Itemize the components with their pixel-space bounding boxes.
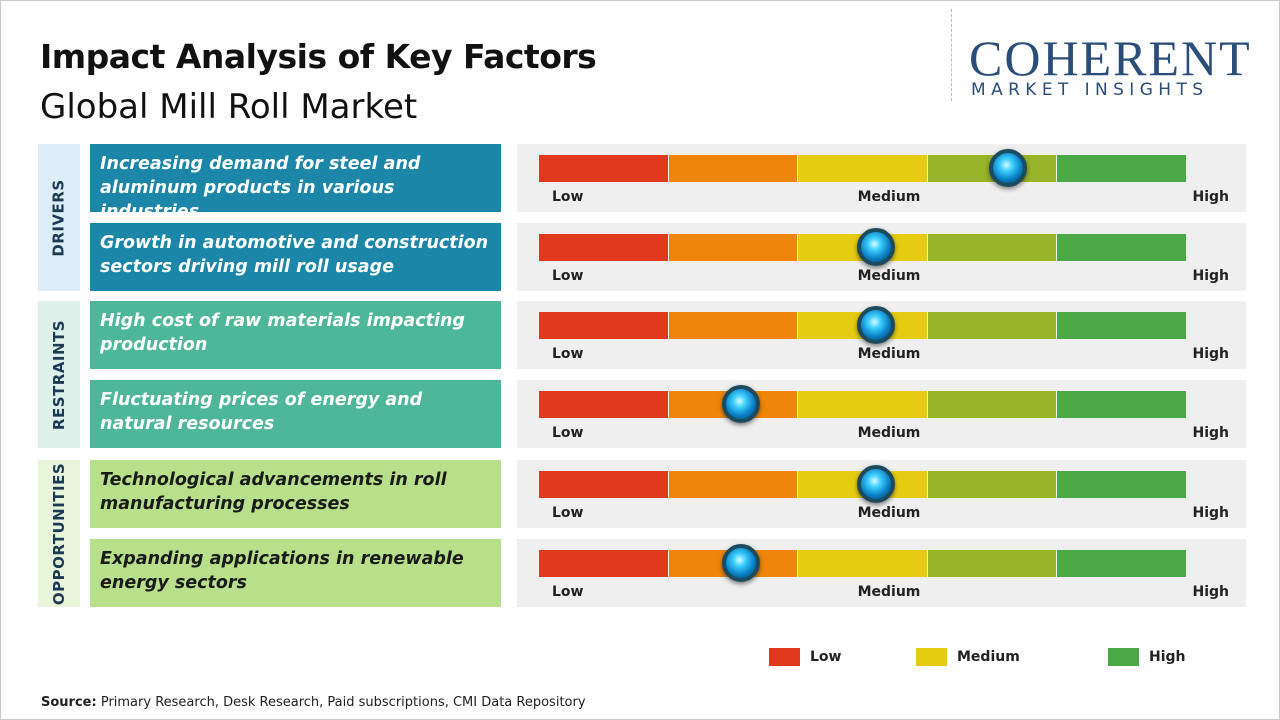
scale-label-low: Low (552, 584, 584, 600)
impact-knob (989, 149, 1028, 187)
group-label: DRIVERS (50, 178, 69, 257)
source-label: Source: (41, 695, 97, 710)
scale-label-medium: Medium (857, 268, 921, 284)
impact-knob (722, 385, 761, 423)
legend-label: Medium (957, 649, 1020, 665)
impact-knob (722, 544, 761, 582)
scale-segment (668, 312, 798, 339)
logo-name: COHERENT (969, 30, 1252, 86)
factor-text: High cost of raw materials impacting pro… (90, 301, 501, 369)
impact-knob (856, 465, 895, 503)
scale-segment (539, 391, 668, 418)
logo-tagline: MARKET INSIGHTS (971, 80, 1209, 100)
scale-segment (1057, 312, 1186, 339)
legend-swatch (916, 648, 947, 666)
scale-segment (1057, 471, 1186, 498)
group-box: RESTRAINTS (38, 301, 80, 448)
scale-segment (539, 550, 668, 577)
scale-segment (539, 471, 668, 498)
source: Source: Primary Research, Desk Research,… (41, 695, 586, 710)
scale-segment (927, 550, 1057, 577)
scale-label-medium: Medium (857, 584, 921, 600)
scale-label-medium: Medium (857, 505, 921, 521)
scale-label-high: High (1192, 346, 1229, 362)
legend-swatch (769, 648, 800, 666)
factor-text: Increasing demand for steel and aluminum… (90, 144, 501, 222)
scale-label-high: High (1192, 425, 1229, 441)
scale-label-low: Low (552, 505, 584, 521)
source-text: Primary Research, Desk Research, Paid su… (100, 695, 586, 710)
scale-label-high: High (1192, 584, 1229, 600)
scale-label-low: Low (552, 425, 584, 441)
separator (951, 9, 952, 101)
scale-label-medium: Medium (857, 346, 921, 362)
factor-text: Expanding applications in renewable ener… (90, 539, 501, 607)
scale-label-low: Low (552, 346, 584, 362)
subtitle: Global Mill Roll Market (40, 87, 418, 127)
group-box: DRIVERS (38, 144, 80, 291)
scale-label-low: Low (552, 189, 584, 205)
scale-segment (1057, 155, 1186, 182)
scale-label-medium: Medium (857, 425, 921, 441)
scale-segment (927, 391, 1057, 418)
impact-knob (856, 228, 895, 266)
scale-segment (927, 312, 1057, 339)
title: Impact Analysis of Key Factors (40, 37, 597, 76)
group-box: OPPORTUNITIES (38, 460, 80, 607)
scale-segment (798, 155, 927, 182)
scale-segment (539, 312, 668, 339)
legend-swatch (1108, 648, 1139, 666)
scale-label-high: High (1192, 268, 1229, 284)
scale-segment (1057, 234, 1186, 261)
scale-segment (539, 234, 668, 261)
scale-segment (798, 391, 927, 418)
legend-label: Low (810, 649, 842, 665)
group-label: OPPORTUNITIES (50, 462, 68, 605)
factor-text: Fluctuating prices of energy and natural… (90, 380, 501, 448)
scale-label-high: High (1192, 189, 1229, 205)
group-label: RESTRAINTS (50, 319, 69, 430)
factor-text: Technological advancements in roll manuf… (90, 460, 501, 528)
factor-text: Growth in automotive and construction se… (90, 223, 501, 291)
scale-segment (1057, 550, 1186, 577)
scale-segment (539, 155, 668, 182)
scale-segment (668, 155, 798, 182)
scale-segment (798, 550, 927, 577)
scale-segment (927, 234, 1057, 261)
scale-segment (927, 471, 1057, 498)
scale-segment (668, 471, 798, 498)
scale-label-high: High (1192, 505, 1229, 521)
scale-label-low: Low (552, 268, 584, 284)
scale-segment (668, 234, 798, 261)
legend-label: High (1149, 649, 1186, 665)
scale-label-medium: Medium (857, 189, 921, 205)
impact-knob (856, 306, 895, 344)
scale-segment (1057, 391, 1186, 418)
